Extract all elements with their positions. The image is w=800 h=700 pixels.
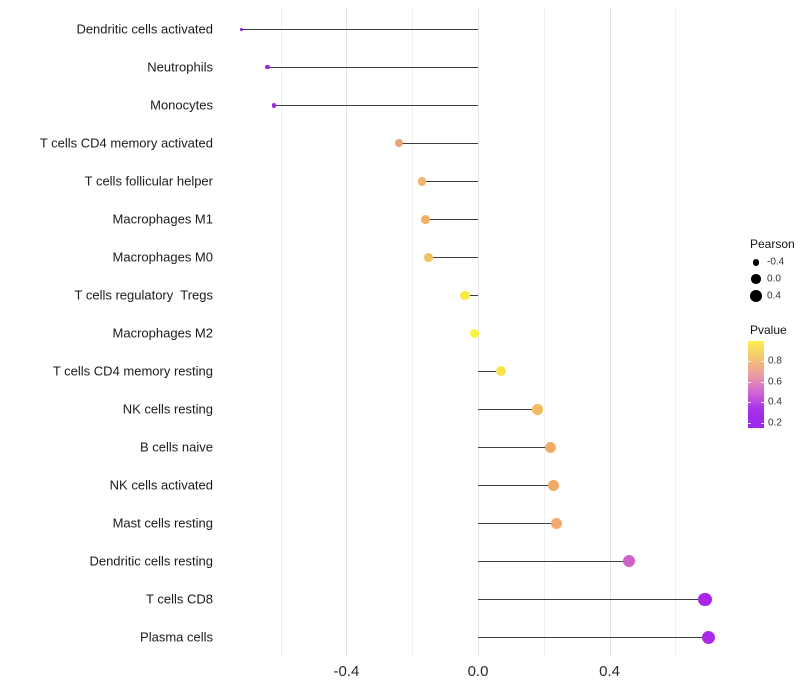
colorbar-gradient [748,341,764,428]
x-tick-label: 0.4 [599,663,621,680]
colorbar-tick [760,361,764,363]
lollipop-stem [428,256,478,258]
lollipop-stem [478,446,551,448]
colorbar-tick [760,422,764,424]
lollipop-point [544,441,556,453]
gridline-minor [543,8,545,656]
category-label: Macrophages M2 [112,325,213,341]
lollipop-stem [478,408,538,410]
legend-size-label: 0.0 [767,273,781,285]
lollipop-stem [478,484,554,486]
category-label: Dendritic cells activated [76,21,213,37]
category-label: Dendritic cells resting [89,553,213,569]
category-label: Macrophages M1 [112,211,213,227]
gridline-major [346,8,348,656]
colorbar-tick [748,422,751,424]
category-label: Monocytes [150,97,213,113]
gridline-minor [412,8,414,656]
gridline-minor [675,8,677,656]
category-label: T cells CD4 memory activated [39,135,213,151]
lollipop-stem [399,142,478,144]
lollipop-point [698,592,712,606]
lollipop-point [395,139,404,148]
lollipop-point [265,65,270,70]
lollipop-point [424,252,433,262]
colorbar-tick [748,361,751,363]
lollipop-stem [267,66,478,68]
lollipop-point [548,479,560,491]
legend-size-label: -0.4 [767,256,785,268]
category-label: B cells naive [140,439,213,455]
lollipop-stem [478,636,709,638]
lollipop-point [469,328,480,339]
lollipop-stem [425,218,478,220]
lollipop-stem [478,522,557,524]
category-label: T cells CD4 memory resting [52,363,213,379]
lollipop-stem [478,598,705,600]
category-label: NK cells resting [122,401,213,417]
legend-size-dot [750,290,762,303]
colorbar-tick [748,381,751,383]
colorbar-label: 0.2 [768,417,782,429]
colorbar-tick [760,402,764,404]
category-label: T cells CD8 [146,591,213,607]
lollipop-point [496,366,507,377]
category-label: T cells regulatory Tregs [74,287,213,303]
colorbar-label: 0.8 [768,355,782,367]
lollipop-point [531,403,543,415]
lollipop-stem [274,104,478,106]
lollipop-stem [464,294,478,296]
gridline-major [609,8,611,656]
category-label: T cells follicular helper [84,173,213,189]
category-label: Macrophages M0 [112,249,213,265]
lollipop-point [551,517,563,529]
x-tick-label: 0.0 [467,663,489,680]
x-tick-label: -0.4 [333,663,360,680]
colorbar-label: 0.6 [768,376,782,388]
lollipop-point [417,177,427,186]
lollipop-point [271,103,277,108]
lollipop-point [421,215,430,224]
category-label: NK cells activated [109,477,213,493]
legend-size-label: 0.4 [767,290,781,302]
lollipop-stem [478,370,502,372]
lollipop-point [701,630,715,644]
colorbar-label: 0.4 [768,396,782,408]
color-legend-title: Pvalue [750,323,787,337]
legend-size-dot [752,258,760,266]
category-label: Mast cells resting [112,515,213,531]
size-legend-title: Pearson [750,237,795,251]
colorbar-tick [748,402,751,404]
lollipop-point [460,290,470,300]
lollipop-stem [478,560,630,562]
colorbar-tick [760,381,764,383]
lollipop-stem [241,28,478,30]
category-label: Plasma cells [140,629,213,645]
lollipop-stem [422,180,478,182]
lollipop-point [239,27,243,31]
category-label: Neutrophils [147,59,213,75]
gridline-minor [280,8,282,656]
lollipop-point [623,555,636,568]
legend-size-dot [751,274,761,285]
